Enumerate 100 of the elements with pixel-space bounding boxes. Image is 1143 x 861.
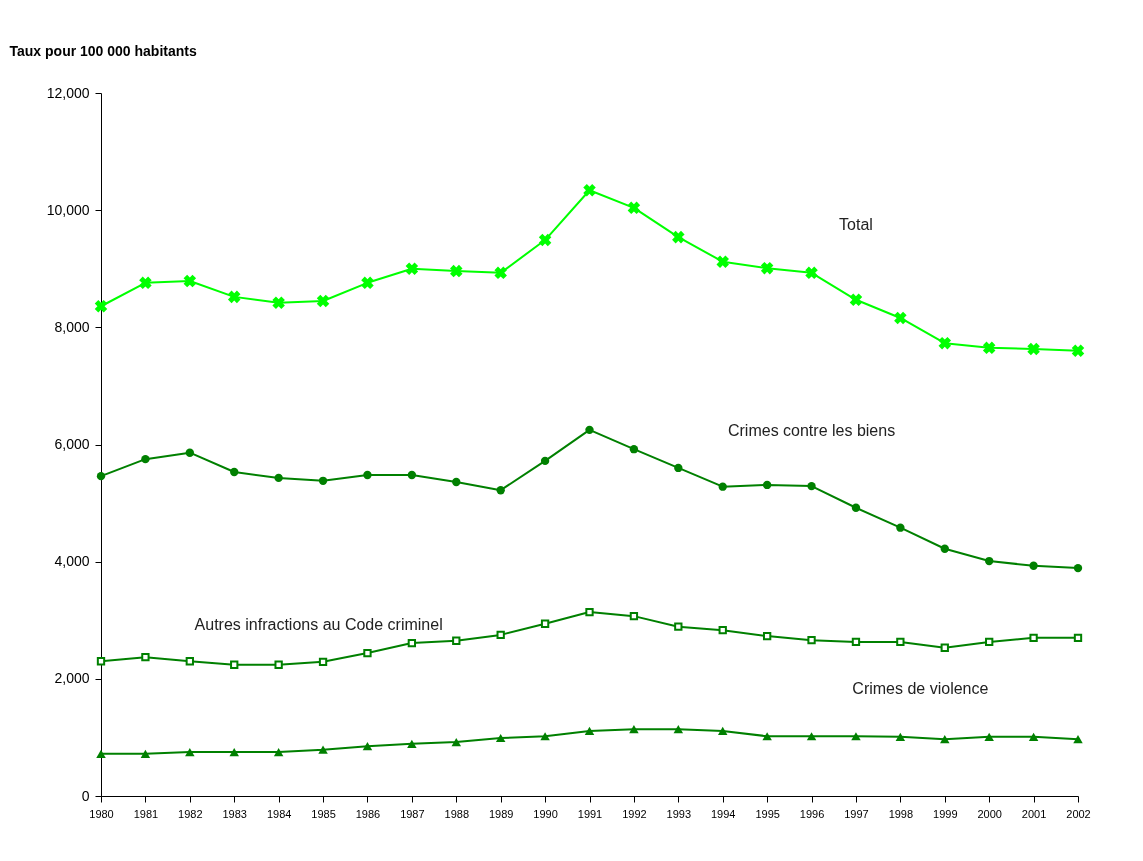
point [1073, 735, 1083, 744]
x-tick-label: 1981 [133, 807, 159, 820]
point [230, 660, 239, 669]
point [627, 201, 641, 215]
x-tick-label: 1995 [755, 807, 780, 820]
point [495, 733, 506, 743]
point [363, 648, 372, 658]
point [96, 749, 106, 758]
point [94, 299, 108, 313]
point [318, 745, 328, 754]
point [139, 276, 152, 290]
point [540, 732, 550, 741]
point [540, 456, 550, 466]
x-tick-label: 1987 [400, 807, 425, 820]
x-tick-label: 1982 [178, 807, 203, 820]
point [185, 448, 194, 457]
point [807, 636, 816, 645]
point [762, 732, 772, 741]
x-tick-label: 1999 [933, 807, 958, 820]
point [141, 653, 150, 662]
point [717, 726, 728, 736]
point [318, 657, 328, 667]
point [1073, 563, 1083, 573]
point [849, 293, 863, 307]
point [540, 619, 550, 628]
point [494, 266, 507, 280]
point [851, 732, 861, 741]
point [895, 732, 906, 741]
point [674, 622, 683, 631]
point [940, 643, 949, 652]
point [584, 726, 595, 736]
x-tick-label: 1980 [89, 807, 114, 820]
y-tick-label: 8,000 [54, 318, 90, 335]
point [274, 473, 283, 483]
point [227, 290, 241, 304]
point [361, 276, 374, 290]
point [96, 657, 106, 666]
point [896, 523, 905, 532]
point [807, 481, 816, 491]
point [450, 264, 463, 278]
point [452, 477, 461, 487]
point [940, 735, 950, 744]
x-tick-label: 1988 [444, 807, 470, 820]
point [762, 480, 772, 490]
point [805, 266, 818, 280]
y-tick-label: 0 [81, 787, 90, 804]
point [363, 470, 372, 480]
x-tick-label: 1986 [355, 807, 381, 820]
point [405, 262, 419, 276]
point [760, 261, 774, 275]
point [674, 463, 683, 473]
x-tick-label: 1998 [888, 807, 914, 820]
x-tick-label: 2001 [1021, 807, 1047, 820]
x-tick-label: 1989 [488, 807, 514, 820]
point [538, 233, 552, 247]
y-axis-title: Taux pour 100 000 habitants [9, 42, 197, 59]
point [230, 467, 239, 477]
point [496, 630, 505, 640]
x-tick-label: 1992 [622, 807, 647, 820]
point [183, 274, 197, 288]
text: Total [839, 215, 873, 233]
point [407, 739, 417, 748]
point [672, 230, 685, 244]
x-tick-label: 1984 [266, 807, 292, 820]
point [716, 255, 729, 268]
y-tick-label: 12,000 [46, 84, 90, 101]
point [894, 311, 907, 325]
x-tick-label: 1991 [577, 807, 603, 820]
x-tick-label: 1994 [710, 807, 736, 820]
point [273, 747, 284, 757]
point [896, 637, 905, 647]
point [185, 747, 195, 757]
point [718, 626, 727, 635]
point [1029, 633, 1038, 642]
point [583, 183, 596, 197]
point [629, 611, 639, 621]
point [274, 660, 283, 669]
point [272, 296, 285, 309]
point [452, 636, 461, 645]
y-tick-label: 4,000 [54, 553, 90, 570]
x-tick-label: 1985 [311, 807, 336, 820]
point [938, 336, 952, 350]
point [984, 732, 994, 741]
y-tick-label: 2,000 [54, 670, 90, 687]
point [940, 544, 949, 553]
point [806, 732, 817, 741]
point [851, 637, 861, 647]
point [140, 749, 151, 758]
point [1027, 342, 1040, 356]
text: Crimes contre les biens [727, 422, 896, 440]
point [496, 486, 505, 495]
x-tick-label: 1993 [666, 807, 692, 820]
x-tick-label: 1996 [799, 807, 825, 820]
x-tick-label: 1990 [533, 807, 558, 820]
x-tick-label: 1997 [844, 807, 869, 820]
point [1071, 344, 1085, 358]
point [141, 454, 150, 464]
x-tick-label: 2000 [977, 807, 1002, 820]
point [407, 638, 417, 648]
point [585, 607, 594, 617]
